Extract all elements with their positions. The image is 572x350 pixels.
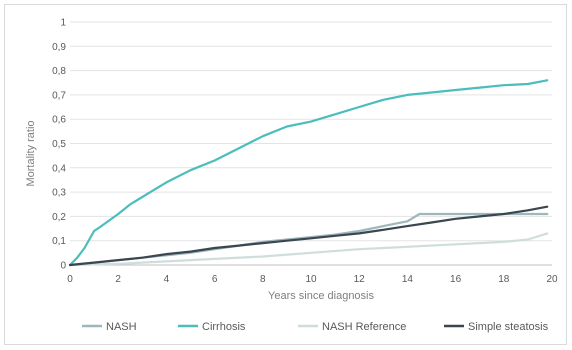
y-tick-label: 0,3 [52,188,66,199]
y-tick-label: 0 [60,261,66,272]
x-tick-label: 4 [164,274,170,285]
x-tick-label: 14 [402,274,414,285]
x-tick-label: 6 [212,274,218,285]
legend-label: NASH Reference [322,321,406,333]
legend: NASH Cirrhosis NASH Reference Simple steato… [82,321,549,333]
y-tick-label: 0,7 [52,90,66,101]
series-line-simple-steatosis [68,205,549,267]
y-tick-label: 0,1 [52,236,66,247]
series-line-nash-reference [68,232,549,267]
legend-label: Simple steatosis [468,321,549,333]
y-axis-ticks: 0 0,1 0,2 0,3 0,4 0,5 0,6 0,7 0,8 0,9 1 [52,18,66,272]
x-axis-label: Years since diagnosis [268,290,374,302]
y-tick-label: 1 [60,18,66,29]
x-tick-label: 20 [546,274,558,285]
x-tick-label: 0 [67,274,73,285]
x-tick-label: 2 [115,274,121,285]
x-tick-label: 12 [354,274,366,285]
chart-frame [4,4,567,345]
x-tick-label: 10 [305,274,317,285]
y-axis-label: Mortality ratio [25,120,37,186]
gridlines [70,21,552,266]
legend-label: NASH [106,321,137,333]
x-axis-ticks: 0 2 4 6 8 10 12 14 16 18 20 [67,274,558,285]
y-tick-label: 0,8 [52,66,66,77]
y-tick-label: 0,5 [52,139,66,150]
y-tick-label: 0,2 [52,212,66,223]
legend-label: Cirrhosis [202,321,246,333]
y-tick-label: 0,6 [52,115,66,126]
x-tick-label: 8 [260,274,266,285]
y-tick-label: 0,4 [52,163,66,174]
series-lines [68,79,549,267]
x-tick-label: 16 [450,274,462,285]
series-line-cirrhosis [68,79,549,267]
y-tick-label: 0,9 [52,42,66,53]
x-tick-label: 18 [498,274,510,285]
